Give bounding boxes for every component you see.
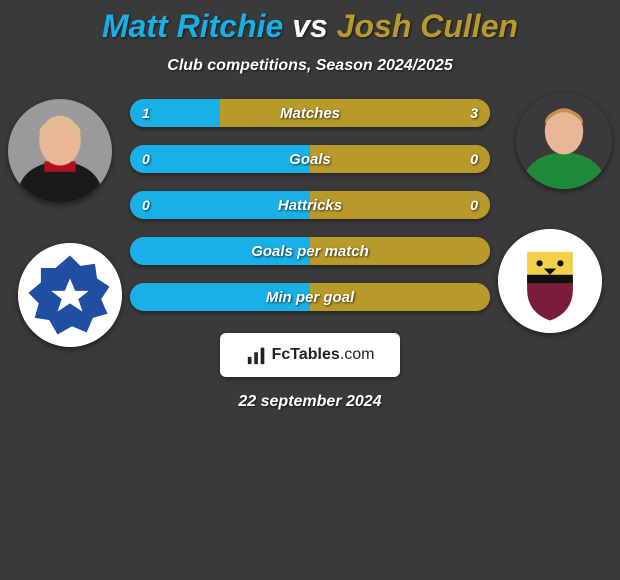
brand-name: FcTables xyxy=(272,346,340,363)
bar-value-right: 3 xyxy=(470,105,478,121)
bar-fill-right xyxy=(220,99,490,127)
burnley-crest-icon xyxy=(498,229,602,333)
bar-label: Goals xyxy=(289,151,331,168)
brand-suffix: .com xyxy=(340,346,375,363)
brand-logo: FcTables.com xyxy=(220,333,400,377)
stat-bar: Matches 1 3 xyxy=(130,99,490,127)
stat-bar: Hattricks 0 0 xyxy=(130,191,490,219)
portsmouth-crest-icon xyxy=(18,243,122,347)
player1-avatar-icon xyxy=(8,99,112,203)
stat-bar: Goals 0 0 xyxy=(130,145,490,173)
club2-crest xyxy=(498,229,602,333)
player1-photo xyxy=(8,99,112,203)
bar-value-left: 0 xyxy=(142,151,150,167)
subtitle: Club competitions, Season 2024/2025 xyxy=(0,57,620,75)
stat-bar: Goals per match xyxy=(130,237,490,265)
bar-value-right: 0 xyxy=(470,151,478,167)
stats-area: Matches 1 3 Goals 0 0 Hattricks 0 0 Goals per mat… xyxy=(0,99,620,311)
bar-value-left: 1 xyxy=(142,105,150,121)
brand-text: FcTables.com xyxy=(272,346,375,364)
bar-label: Goals per match xyxy=(251,243,369,260)
stat-bars: Matches 1 3 Goals 0 0 Hattricks 0 0 Goals per mat… xyxy=(130,99,490,311)
player2-photo xyxy=(516,93,612,189)
player2-avatar-icon xyxy=(516,93,612,189)
vs-text: vs xyxy=(283,8,336,44)
date-text: 22 september 2024 xyxy=(0,393,620,411)
page-title: Matt Ritchie vs Josh Cullen xyxy=(0,8,620,45)
player2-name: Josh Cullen xyxy=(337,8,518,44)
bar-label: Hattricks xyxy=(278,197,342,214)
bar-value-right: 0 xyxy=(470,197,478,213)
player1-name: Matt Ritchie xyxy=(102,8,283,44)
bar-label: Matches xyxy=(280,105,340,122)
bar-fill-left xyxy=(130,145,310,173)
chart-icon xyxy=(246,344,268,366)
bar-label: Min per goal xyxy=(266,289,354,306)
stat-bar: Min per goal xyxy=(130,283,490,311)
bar-fill-right xyxy=(310,145,490,173)
bar-value-left: 0 xyxy=(142,197,150,213)
comparison-card: Matt Ritchie vs Josh Cullen Club competi… xyxy=(0,0,620,411)
club1-crest xyxy=(18,243,122,347)
